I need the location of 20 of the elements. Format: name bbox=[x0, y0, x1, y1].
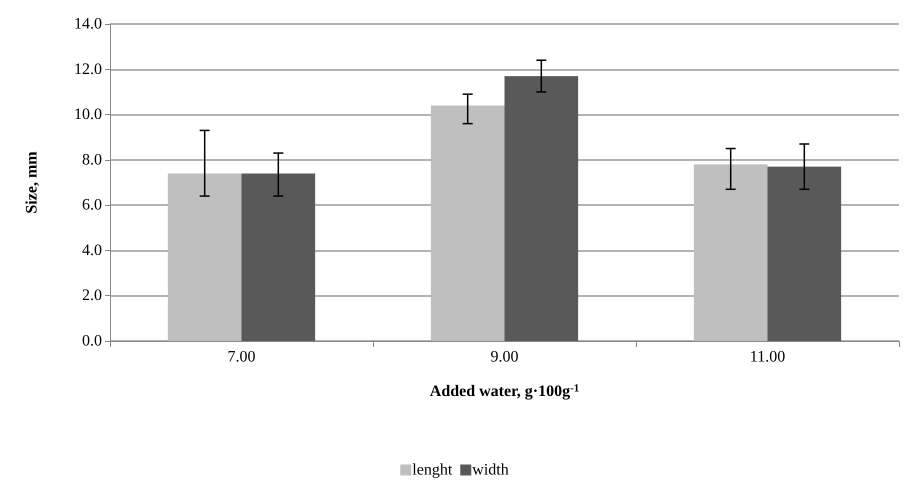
legend-label: lenght bbox=[412, 462, 453, 478]
y-tick-label: 12.0 bbox=[74, 60, 102, 78]
y-axis-title: Size, mm bbox=[24, 150, 40, 214]
bar bbox=[504, 76, 578, 341]
y-tick-label: 6.0 bbox=[82, 196, 102, 214]
x-tick-label: 11.00 bbox=[750, 348, 786, 366]
bar bbox=[768, 166, 842, 341]
x-tick-label: 7.00 bbox=[228, 348, 256, 366]
y-tick-label: 0.0 bbox=[82, 332, 102, 350]
bar bbox=[694, 164, 768, 341]
legend-label: width bbox=[472, 462, 509, 478]
y-tick-label: 14.0 bbox=[74, 16, 102, 32]
bar bbox=[168, 173, 242, 341]
y-tick-label: 2.0 bbox=[82, 287, 102, 304]
y-tick-label: 4.0 bbox=[82, 242, 102, 259]
y-tick-label: 10.0 bbox=[74, 106, 102, 124]
y-tick-label: 8.0 bbox=[82, 151, 102, 168]
x-tick-label: 9.00 bbox=[490, 348, 518, 366]
bar bbox=[430, 106, 504, 341]
bar bbox=[242, 173, 316, 341]
